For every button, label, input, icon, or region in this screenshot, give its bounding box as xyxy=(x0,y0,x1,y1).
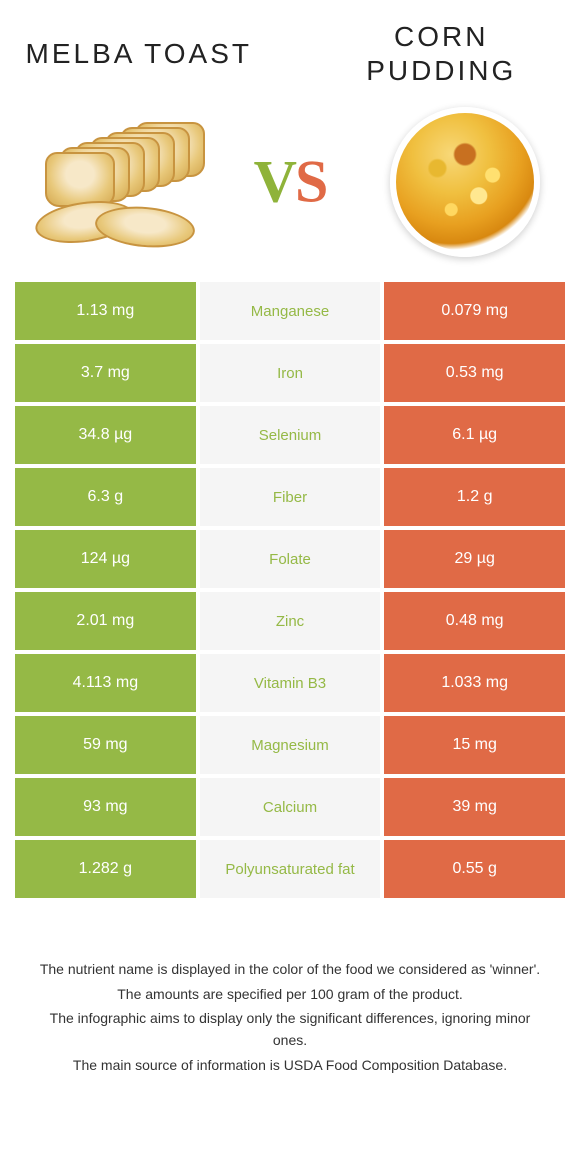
right-value: 1.2 g xyxy=(384,468,565,526)
nutrient-name: Selenium xyxy=(200,406,381,464)
right-value: 0.48 mg xyxy=(384,592,565,650)
nutrient-row: 93 mgCalcium39 mg xyxy=(15,778,565,836)
nutrient-name: Iron xyxy=(200,344,381,402)
nutrient-row: 2.01 mgZinc0.48 mg xyxy=(15,592,565,650)
pudding-illustration xyxy=(390,107,540,257)
images-row: VS xyxy=(15,107,565,257)
nutrient-name: Vitamin B3 xyxy=(200,654,381,712)
nutrient-name: Zinc xyxy=(200,592,381,650)
left-value: 3.7 mg xyxy=(15,344,196,402)
left-value: 2.01 mg xyxy=(15,592,196,650)
right-value: 6.1 µg xyxy=(384,406,565,464)
nutrient-row: 4.113 mgVitamin B31.033 mg xyxy=(15,654,565,712)
left-value: 1.282 g xyxy=(15,840,196,898)
nutrient-table: 1.13 mgManganese0.079 mg3.7 mgIron0.53 m… xyxy=(15,282,565,898)
left-food-image xyxy=(15,107,215,257)
nutrient-name: Calcium xyxy=(200,778,381,836)
left-value: 93 mg xyxy=(15,778,196,836)
vs-v: V xyxy=(254,149,295,215)
nutrient-row: 1.13 mgManganese0.079 mg xyxy=(15,282,565,340)
nutrient-name: Polyunsaturated fat xyxy=(200,840,381,898)
right-food-title: CORN PUDDING xyxy=(318,20,566,87)
left-value: 1.13 mg xyxy=(15,282,196,340)
nutrient-row: 124 µgFolate29 µg xyxy=(15,530,565,588)
vs-s: S xyxy=(295,149,326,215)
nutrient-name: Magnesium xyxy=(200,716,381,774)
nutrient-row: 34.8 µgSelenium6.1 µg xyxy=(15,406,565,464)
nutrient-row: 3.7 mgIron0.53 mg xyxy=(15,344,565,402)
nutrient-row: 1.282 gPolyunsaturated fat0.55 g xyxy=(15,840,565,898)
right-value: 0.53 mg xyxy=(384,344,565,402)
right-value: 15 mg xyxy=(384,716,565,774)
right-value: 39 mg xyxy=(384,778,565,836)
left-value: 34.8 µg xyxy=(15,406,196,464)
left-value: 4.113 mg xyxy=(15,654,196,712)
nutrient-name: Folate xyxy=(200,530,381,588)
toast-illustration xyxy=(25,117,205,247)
left-value: 59 mg xyxy=(15,716,196,774)
nutrient-name: Manganese xyxy=(200,282,381,340)
footer-notes: The nutrient name is displayed in the co… xyxy=(15,958,565,1076)
left-food-title: MELBA TOAST xyxy=(15,37,263,71)
right-value: 29 µg xyxy=(384,530,565,588)
footer-line: The main source of information is USDA F… xyxy=(35,1054,545,1076)
right-value: 1.033 mg xyxy=(384,654,565,712)
right-value: 0.079 mg xyxy=(384,282,565,340)
nutrient-row: 6.3 gFiber1.2 g xyxy=(15,468,565,526)
header: MELBA TOAST CORN PUDDING xyxy=(15,20,565,87)
footer-line: The amounts are specified per 100 gram o… xyxy=(35,983,545,1005)
left-value: 6.3 g xyxy=(15,468,196,526)
nutrient-row: 59 mgMagnesium15 mg xyxy=(15,716,565,774)
footer-line: The nutrient name is displayed in the co… xyxy=(35,958,545,980)
nutrient-name: Fiber xyxy=(200,468,381,526)
left-value: 124 µg xyxy=(15,530,196,588)
right-value: 0.55 g xyxy=(384,840,565,898)
footer-line: The infographic aims to display only the… xyxy=(35,1007,545,1052)
right-food-image xyxy=(365,107,565,257)
vs-badge: VS xyxy=(254,148,327,217)
